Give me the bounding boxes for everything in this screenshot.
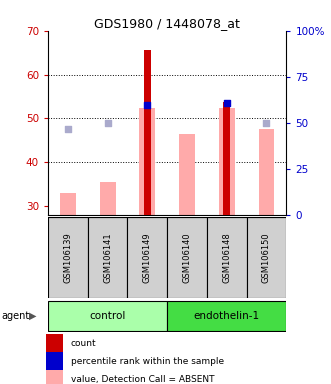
Text: agent: agent bbox=[2, 311, 30, 321]
Text: GSM106140: GSM106140 bbox=[182, 232, 192, 283]
Text: control: control bbox=[89, 311, 126, 321]
Bar bbox=[46, 370, 64, 384]
Bar bbox=[100, 182, 116, 215]
Bar bbox=[46, 334, 64, 352]
Bar bbox=[60, 193, 76, 215]
Point bbox=[224, 100, 229, 106]
Bar bbox=[88, 217, 127, 298]
Point bbox=[105, 120, 110, 126]
Bar bbox=[247, 217, 286, 298]
Bar bbox=[46, 352, 64, 370]
Text: ▶: ▶ bbox=[29, 311, 37, 321]
Point bbox=[145, 102, 150, 108]
Bar bbox=[127, 217, 167, 298]
Point bbox=[65, 126, 71, 132]
Title: GDS1980 / 1448078_at: GDS1980 / 1448078_at bbox=[94, 17, 240, 30]
Text: endothelin-1: endothelin-1 bbox=[194, 311, 260, 321]
Text: GSM106148: GSM106148 bbox=[222, 232, 231, 283]
Bar bbox=[223, 102, 230, 215]
Bar bbox=[144, 50, 151, 215]
Bar bbox=[179, 134, 195, 215]
Bar bbox=[167, 301, 286, 331]
Bar bbox=[48, 301, 167, 331]
Text: GSM106150: GSM106150 bbox=[262, 232, 271, 283]
Text: value, Detection Call = ABSENT: value, Detection Call = ABSENT bbox=[71, 375, 214, 384]
Text: percentile rank within the sample: percentile rank within the sample bbox=[71, 357, 224, 366]
Text: count: count bbox=[71, 339, 96, 348]
Bar bbox=[219, 108, 235, 215]
Bar bbox=[139, 108, 155, 215]
Bar bbox=[259, 129, 274, 215]
Text: GSM106149: GSM106149 bbox=[143, 232, 152, 283]
Point bbox=[264, 120, 269, 126]
Text: GSM106141: GSM106141 bbox=[103, 232, 112, 283]
Bar bbox=[167, 217, 207, 298]
Text: GSM106139: GSM106139 bbox=[63, 232, 72, 283]
Bar bbox=[207, 217, 247, 298]
Bar bbox=[48, 217, 88, 298]
